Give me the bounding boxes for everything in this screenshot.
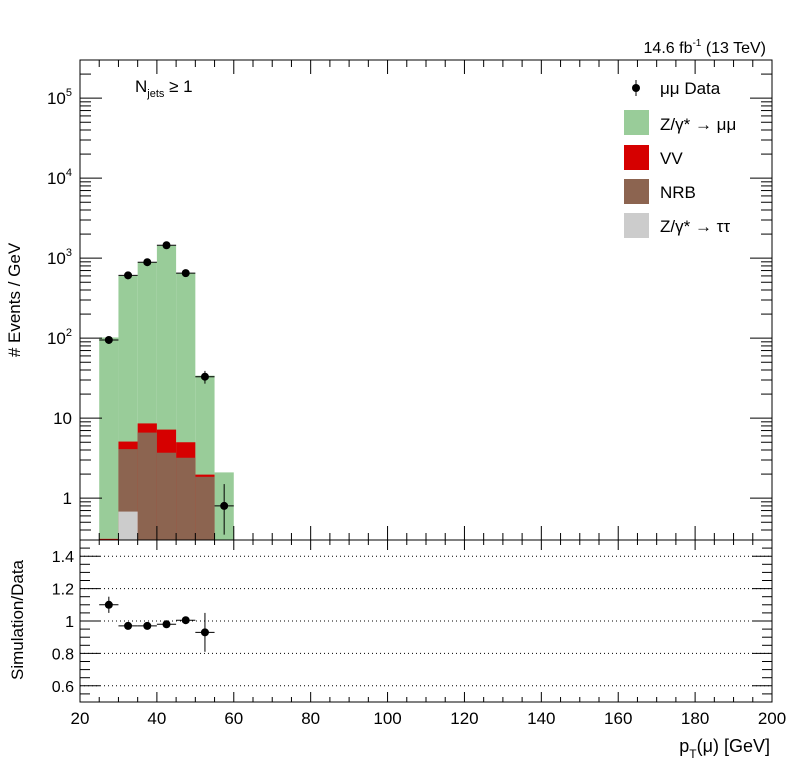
ratio-point — [176, 616, 196, 625]
legend-label: VV — [660, 149, 683, 168]
ratio-point — [137, 621, 157, 630]
y-axis-label: # Events / GeV — [5, 242, 24, 357]
x-tick-label: 80 — [301, 709, 320, 728]
ratio-point — [99, 596, 119, 613]
stacked-histogram — [99, 245, 234, 541]
ratio-point — [195, 612, 215, 652]
x-tick-label: 40 — [147, 709, 166, 728]
y-tick-label: 10 — [53, 409, 72, 428]
legend-label: μμ Data — [660, 79, 721, 98]
legend: μμ Data Z/γ* → μμ VV NRB Z/γ* → ττ — [624, 79, 736, 238]
legend-entry-vv: VV — [624, 145, 683, 170]
ratio-y-tick-label: 0.6 — [52, 679, 74, 696]
histogram-bar — [118, 511, 138, 540]
y-axis-ticks — [80, 59, 772, 541]
data-point — [195, 370, 215, 384]
ratio-y-tick-label: 0.8 — [52, 646, 74, 663]
histogram-bar — [99, 538, 119, 540]
data-point — [137, 258, 157, 267]
data-point — [176, 269, 196, 278]
luminosity-label: 14.6 fb-1 (13 TeV) — [644, 38, 766, 57]
legend-label: Z/γ* → ττ — [660, 217, 730, 236]
data-point — [118, 271, 138, 280]
data-point — [214, 484, 234, 535]
y-tick-label: 104 — [47, 167, 72, 188]
x-tick-label: 20 — [71, 709, 90, 728]
data-points — [99, 241, 234, 535]
y-tick-label: 103 — [47, 247, 72, 268]
legend-entry-data: μμ Data — [632, 79, 721, 98]
histogram-bar — [176, 457, 196, 540]
x-axis-label: pT(μ) [GeV] — [679, 736, 770, 761]
histogram-bar — [195, 476, 215, 540]
main-plot-panel: 1 10 102 103 104 105 # Events / GeV Njets ≥ 1… — [5, 38, 773, 541]
y-tick-label: 102 — [47, 327, 72, 348]
y-tick-label: 1 — [63, 489, 72, 508]
legend-entry-nrb: NRB — [624, 179, 696, 204]
x-tick-label: 160 — [604, 709, 632, 728]
data-point — [156, 241, 177, 250]
ratio-y-tick-label: 1.2 — [52, 582, 74, 599]
y-tick-labels: 1 10 102 103 104 105 — [47, 87, 72, 508]
x-tick-label: 120 — [450, 709, 478, 728]
x-tick-labels: 20 40 60 80 100 120 140 160 180 200 — [71, 709, 787, 728]
histogram-bar — [99, 337, 119, 540]
x-tick-label: 200 — [758, 709, 786, 728]
x-tick-label: 140 — [527, 709, 555, 728]
y-tick-label: 105 — [47, 87, 72, 108]
legend-entry-ztautau: Z/γ* → ττ — [624, 213, 730, 238]
ratio-points — [99, 596, 215, 652]
ratio-plot-panel: 0.6 0.8 1 1.2 1.4 20 40 60 80 100 120 140 160 180 200… — [8, 539, 787, 761]
ratio-gridlines — [80, 555, 772, 687]
ratio-frame — [79, 539, 773, 703]
ratio-y-axis-label: Simulation/Data — [8, 559, 27, 680]
histogram-bar — [137, 432, 157, 540]
x-tick-label: 100 — [373, 709, 401, 728]
ratio-point — [156, 620, 177, 629]
x-tick-label: 60 — [224, 709, 243, 728]
njets-annotation: Njets ≥ 1 — [135, 77, 193, 100]
legend-entry-zmumu: Z/γ* → μμ — [624, 110, 736, 135]
histogram-bar — [156, 452, 177, 540]
legend-label: NRB — [660, 183, 696, 202]
ratio-point — [118, 621, 138, 630]
data-point — [99, 335, 119, 344]
ratio-y-tick-labels: 0.6 0.8 1 1.2 1.4 — [52, 549, 74, 696]
ratio-y-tick-label: 1 — [65, 614, 74, 631]
ratio-y-tick-label: 1.4 — [52, 549, 74, 566]
x-tick-label: 180 — [681, 709, 709, 728]
legend-label: Z/γ* → μμ — [660, 115, 736, 134]
